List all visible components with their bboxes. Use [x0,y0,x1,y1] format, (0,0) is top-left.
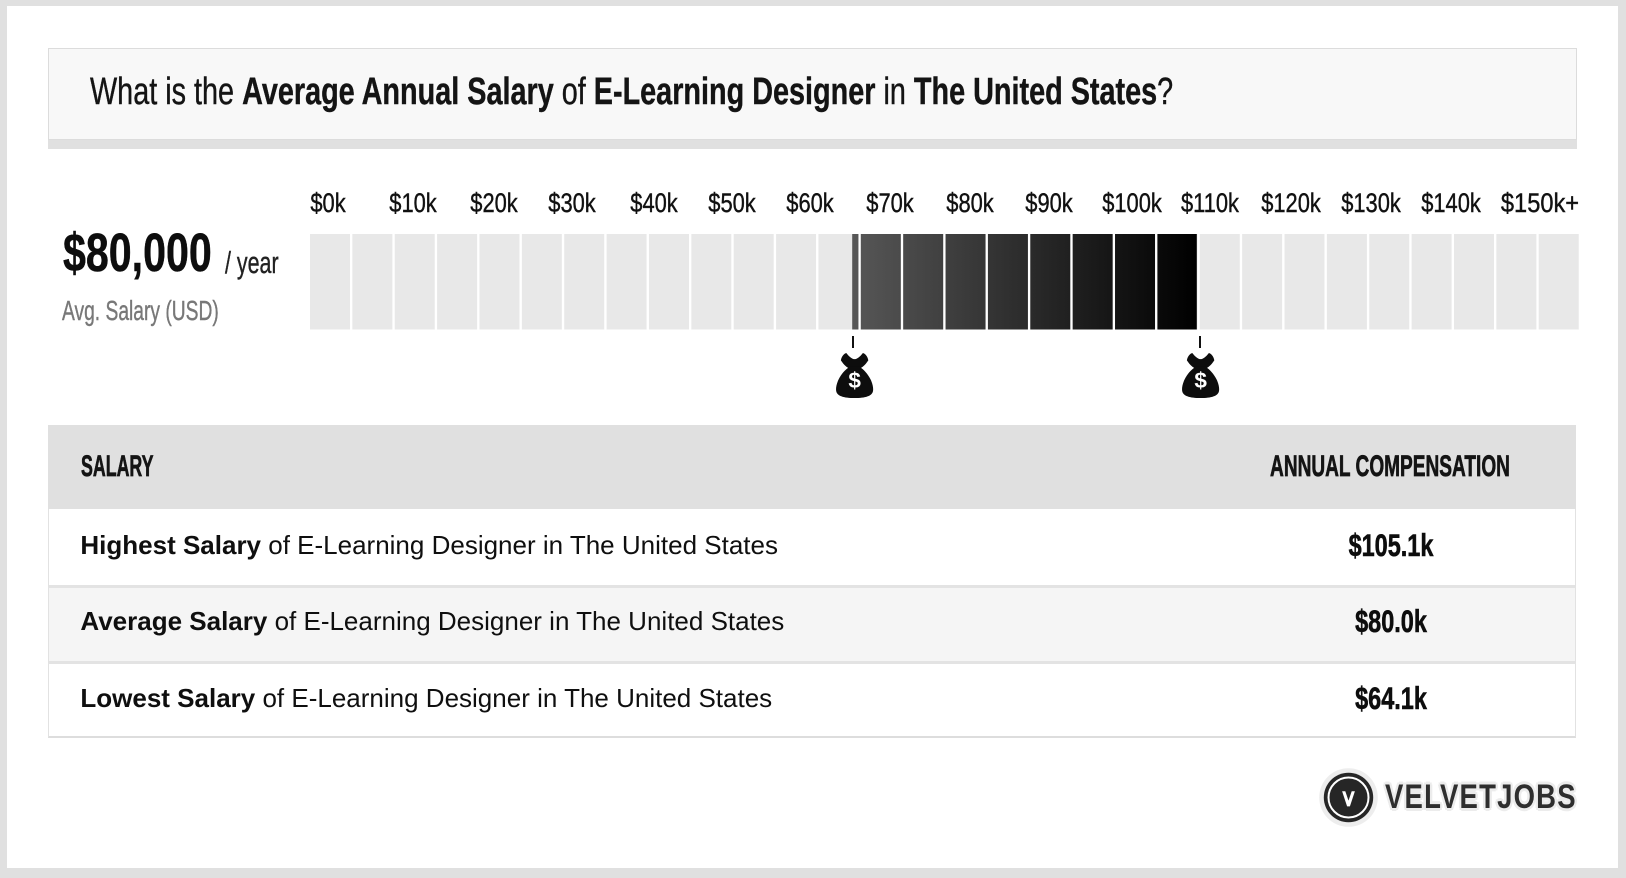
svg-text:$: $ [848,368,861,393]
svg-text:$: $ [1195,368,1208,393]
